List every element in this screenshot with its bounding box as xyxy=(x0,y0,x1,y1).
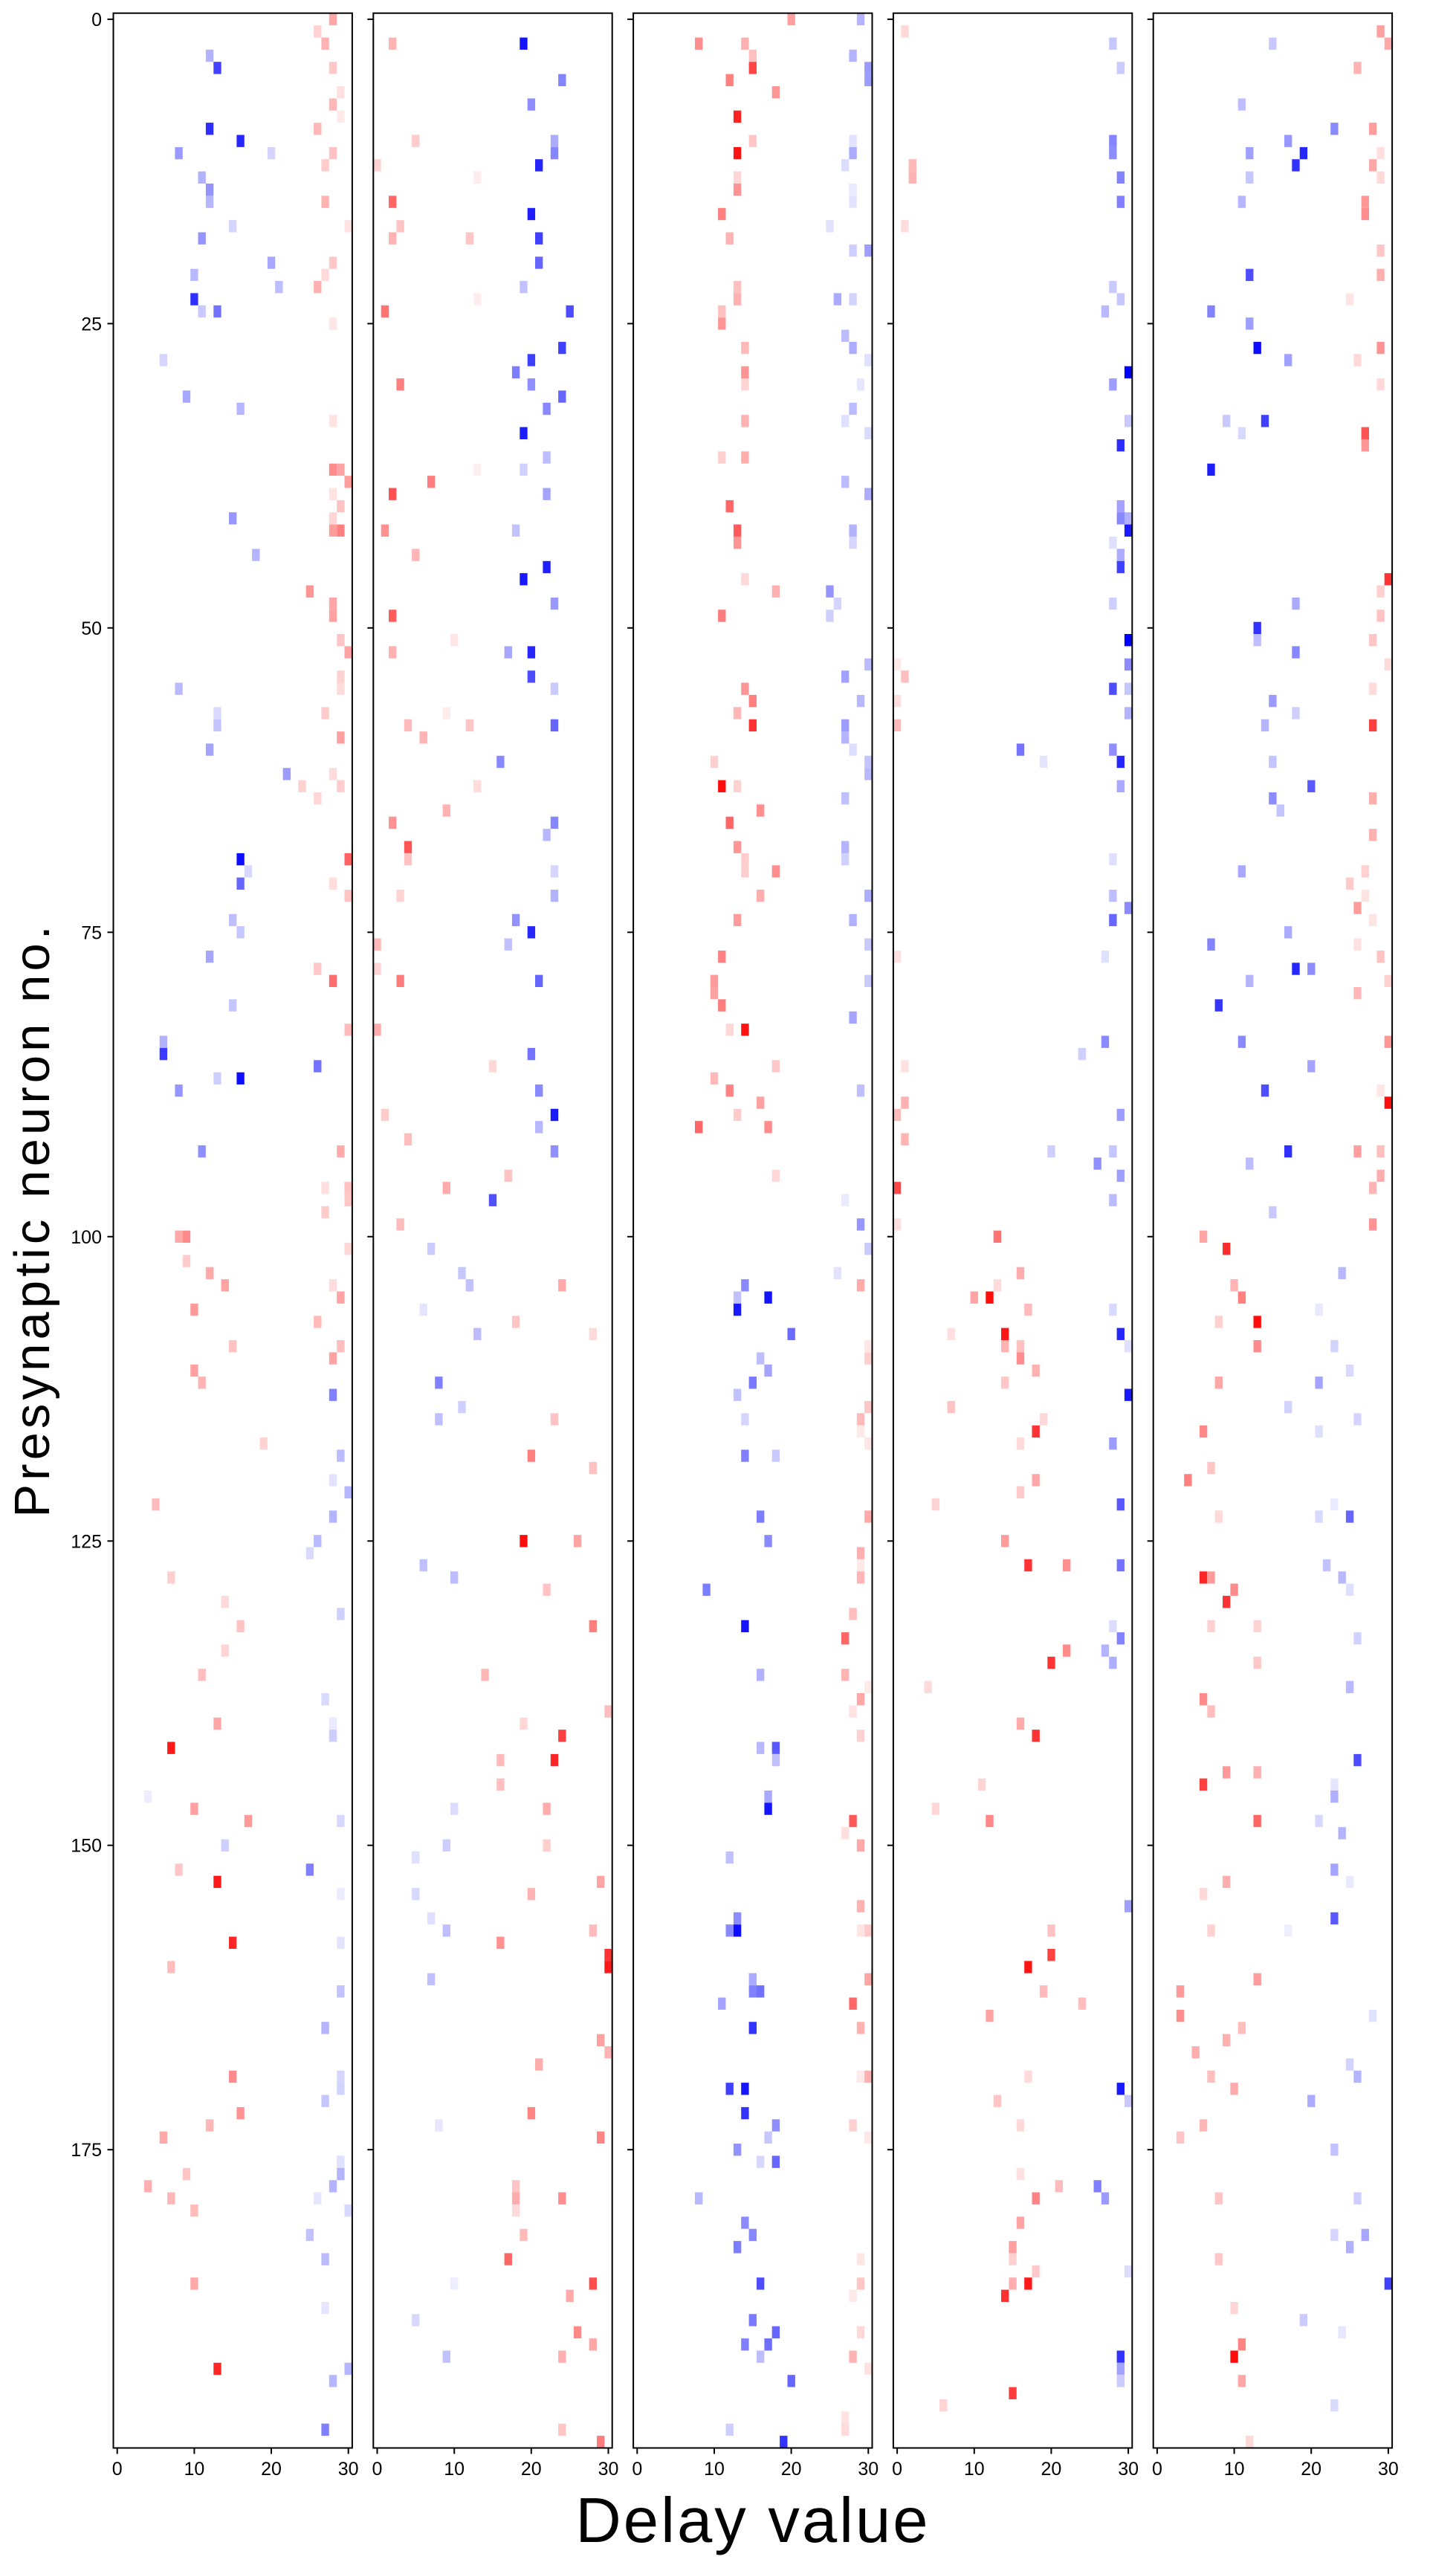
svg-text:75: 75 xyxy=(81,922,102,943)
svg-text:125: 125 xyxy=(71,1531,102,1552)
svg-text:0: 0 xyxy=(1152,2459,1162,2480)
svg-text:20: 20 xyxy=(781,2459,802,2480)
svg-text:0: 0 xyxy=(112,2459,123,2480)
svg-text:175: 175 xyxy=(71,2140,102,2161)
svg-text:30: 30 xyxy=(1378,2459,1399,2480)
svg-text:10: 10 xyxy=(444,2459,465,2480)
svg-text:20: 20 xyxy=(261,2459,282,2480)
svg-text:20: 20 xyxy=(1041,2459,1061,2480)
svg-text:Delay value: Delay value xyxy=(575,2485,930,2556)
svg-text:30: 30 xyxy=(338,2459,359,2480)
svg-text:50: 50 xyxy=(81,618,102,639)
svg-text:Presynaptic neuron no.: Presynaptic neuron no. xyxy=(4,922,60,1517)
svg-text:30: 30 xyxy=(1118,2459,1139,2480)
svg-text:0: 0 xyxy=(632,2459,642,2480)
svg-text:30: 30 xyxy=(858,2459,879,2480)
svg-text:20: 20 xyxy=(521,2459,542,2480)
svg-text:10: 10 xyxy=(184,2459,204,2480)
svg-text:10: 10 xyxy=(1224,2459,1245,2480)
svg-text:0: 0 xyxy=(892,2459,902,2480)
svg-text:20: 20 xyxy=(1301,2459,1321,2480)
svg-text:0: 0 xyxy=(372,2459,383,2480)
svg-text:10: 10 xyxy=(704,2459,725,2480)
svg-text:100: 100 xyxy=(71,1227,102,1248)
svg-text:150: 150 xyxy=(71,1836,102,1857)
svg-text:30: 30 xyxy=(598,2459,619,2480)
svg-text:25: 25 xyxy=(81,314,102,334)
svg-text:10: 10 xyxy=(964,2459,985,2480)
svg-text:0: 0 xyxy=(91,10,102,30)
